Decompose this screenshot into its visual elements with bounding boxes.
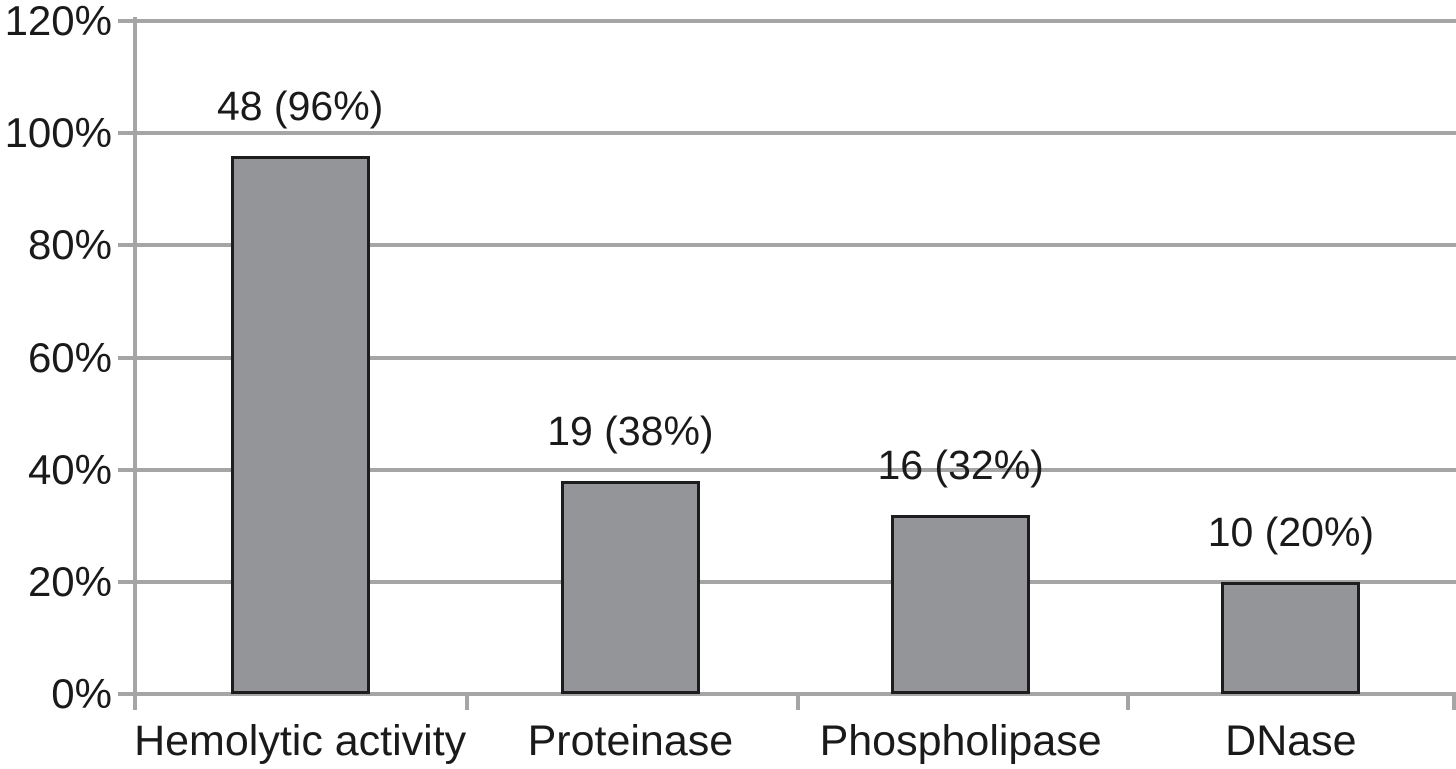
bar-phospholipase: [891, 514, 1031, 694]
bar-value-label: 10 (20%): [1207, 508, 1375, 555]
bar-value-label: 19 (38%): [547, 407, 714, 454]
y-axis-tick-label: 120%: [4, 0, 112, 44]
y-axis-tick-label: 40%: [27, 445, 112, 493]
gridline-0%: [118, 692, 1456, 696]
gridline-80%: [118, 243, 1456, 248]
gridline-120%: [118, 19, 1456, 23]
gridline-40%: [118, 467, 1456, 472]
category-label: DNase: [1225, 717, 1357, 765]
x-axis-tick: [1452, 694, 1456, 710]
x-axis-tick: [465, 694, 470, 710]
y-axis-tick-label: 60%: [27, 333, 112, 381]
y-axis-line: [133, 17, 137, 710]
gridline-20%: [118, 579, 1456, 584]
category-label: Proteinase: [527, 717, 734, 765]
category-label: Phospholipase: [819, 717, 1102, 765]
category-label: Hemolytic activity: [134, 717, 467, 765]
bar-value-label: 48 (96%): [216, 82, 384, 129]
y-axis-tick-label: 0%: [51, 670, 112, 717]
x-axis-tick: [1125, 694, 1130, 710]
y-axis-tick-label: 100%: [4, 109, 112, 157]
y-axis-tick-label: 20%: [27, 557, 112, 605]
x-axis-tick: [795, 694, 800, 710]
bar-proteinase: [560, 480, 700, 694]
bar-hemolytic-activity: [230, 155, 370, 694]
y-axis-tick-label: 80%: [27, 221, 112, 269]
gridline-60%: [118, 355, 1456, 360]
bar-value-label: 16 (32%): [877, 441, 1044, 488]
gridline-100%: [118, 131, 1456, 136]
bar-dnase: [1221, 581, 1361, 694]
